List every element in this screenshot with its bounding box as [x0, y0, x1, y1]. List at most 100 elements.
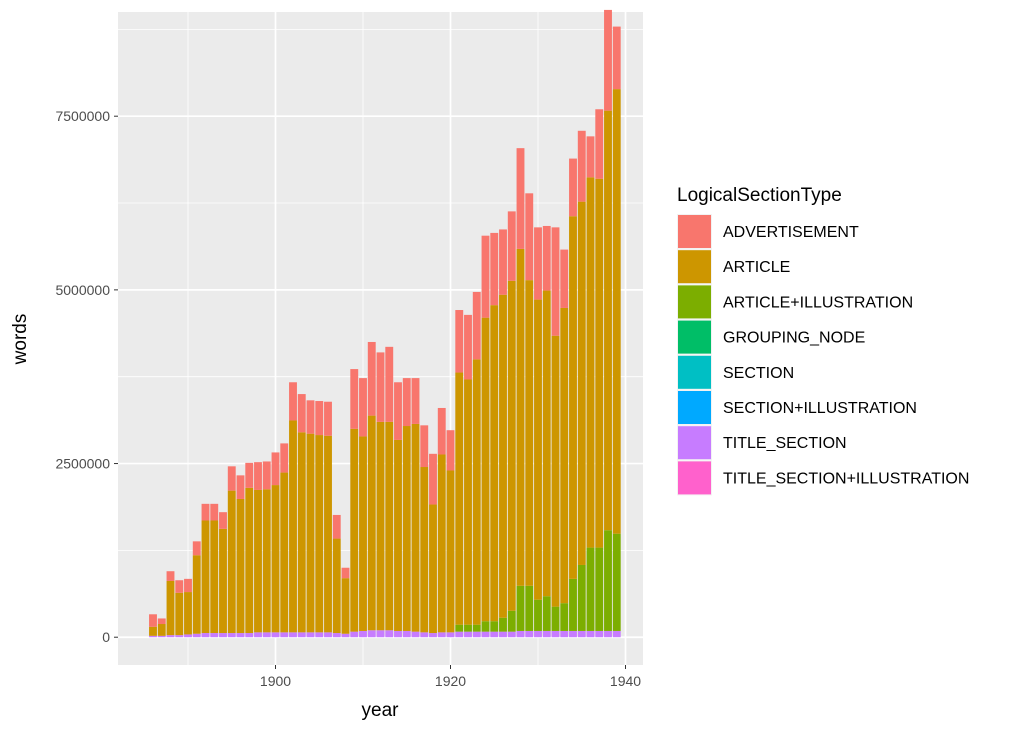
- bar-article-illustration: [507, 610, 516, 632]
- legend-label: GROUPING_NODE: [723, 330, 865, 347]
- bar-advertisement: [420, 425, 429, 468]
- bar-article: [324, 435, 332, 633]
- bar-article: [376, 421, 385, 631]
- bar-advertisement: [149, 614, 157, 627]
- legend-label: ADVERTISEMENT: [723, 224, 859, 241]
- bar-article: [236, 498, 245, 634]
- bar-title-section: [455, 631, 464, 638]
- bar-advertisement: [560, 249, 569, 308]
- bar-advertisement: [586, 136, 595, 178]
- bar-article-illustration: [490, 621, 499, 632]
- bar-advertisement: [429, 453, 437, 505]
- bar-title-section: [245, 633, 254, 638]
- y-tick-label: 0: [102, 629, 110, 645]
- bar-title-section: [420, 632, 429, 638]
- bar-article: [595, 178, 604, 548]
- bar-advertisement: [551, 227, 560, 336]
- bar-article: [560, 307, 569, 604]
- bar-article-illustration: [481, 621, 490, 632]
- bar-article: [464, 379, 472, 625]
- legend-swatch: [678, 355, 711, 389]
- bar-title-section: [542, 630, 551, 638]
- bar-advertisement: [569, 158, 577, 217]
- bar-title-section: [219, 633, 227, 638]
- legend-swatch: [678, 461, 711, 495]
- bar-advertisement: [315, 401, 324, 436]
- bar-advertisement: [542, 225, 551, 291]
- bar-advertisement: [446, 430, 455, 471]
- bar-advertisement: [394, 382, 402, 440]
- bar-title-section: [350, 631, 359, 638]
- y-tick-label: 7500000: [55, 108, 110, 124]
- bar-title-section: [560, 630, 569, 638]
- bar-advertisement: [201, 503, 210, 521]
- bar-advertisement: [481, 235, 490, 318]
- x-tick-label: 1940: [610, 673, 641, 689]
- bar-title-section: [534, 630, 542, 638]
- bar-title-section: [612, 630, 621, 638]
- bar-title-section: [289, 632, 297, 638]
- bar-advertisement: [175, 580, 184, 593]
- bar-advertisement: [385, 346, 394, 422]
- bar-article-illustration: [560, 603, 569, 631]
- bar-article: [350, 428, 359, 632]
- y-axis-title: words: [10, 314, 31, 366]
- bar-article: [192, 555, 201, 634]
- bar-title-section: [595, 630, 604, 638]
- bar-article-illustration: [577, 564, 586, 631]
- bar-title-section: [236, 633, 245, 638]
- bar-title-section: [464, 631, 472, 638]
- bar-advertisement: [297, 394, 306, 433]
- bar-article: [184, 592, 192, 635]
- bar-advertisement: [577, 130, 586, 202]
- legend-swatch: [678, 285, 711, 319]
- bar-article: [341, 578, 350, 634]
- bar-title-section: [367, 630, 376, 638]
- bar-title-section: [184, 634, 192, 638]
- bar-title-section: [429, 633, 437, 638]
- bar-title-section: [227, 633, 236, 638]
- bar-advertisement: [236, 475, 245, 499]
- bar-advertisement: [464, 314, 472, 380]
- bar-article-illustration: [499, 617, 507, 632]
- bar-advertisement: [280, 443, 289, 473]
- bar-advertisement: [525, 193, 534, 281]
- bar-advertisement: [184, 578, 192, 593]
- bar-title-section: [157, 635, 166, 638]
- bar-article: [490, 305, 499, 622]
- bar-article-illustration: [472, 624, 481, 632]
- bar-article: [271, 485, 280, 633]
- bar-article: [604, 110, 612, 531]
- bar-article: [149, 626, 157, 636]
- bar-article: [332, 538, 341, 634]
- bar-advertisement: [192, 541, 201, 556]
- legend-swatch: [678, 215, 711, 248]
- bar-advertisement: [534, 227, 542, 300]
- bar-advertisement: [254, 462, 262, 490]
- bar-advertisement: [604, 9, 612, 111]
- bar-advertisement: [262, 461, 271, 490]
- bar-article: [201, 520, 210, 634]
- bar-title-section: [577, 630, 586, 638]
- bar-article: [175, 592, 184, 636]
- legend-swatch: [678, 426, 711, 460]
- bar-advertisement: [376, 352, 385, 422]
- bar-article: [542, 290, 551, 597]
- legend-label: TITLE_SECTION: [723, 435, 847, 452]
- bar-article: [569, 216, 577, 579]
- bar-advertisement: [157, 618, 166, 625]
- legend-label: SECTION+ILLUSTRATION: [723, 400, 917, 417]
- y-tick-label: 5000000: [55, 282, 110, 298]
- legend-swatch: [678, 320, 711, 354]
- bar-article-illustration: [464, 624, 472, 632]
- bar-article: [472, 359, 481, 625]
- bar-article: [385, 421, 394, 631]
- bar-advertisement: [367, 341, 376, 416]
- bar-article: [254, 489, 262, 633]
- bar-article: [157, 624, 166, 636]
- bar-article: [394, 439, 402, 631]
- bar-advertisement: [499, 229, 507, 295]
- bar-article: [367, 415, 376, 631]
- bar-advertisement: [289, 382, 297, 421]
- bar-article-illustration: [534, 599, 542, 631]
